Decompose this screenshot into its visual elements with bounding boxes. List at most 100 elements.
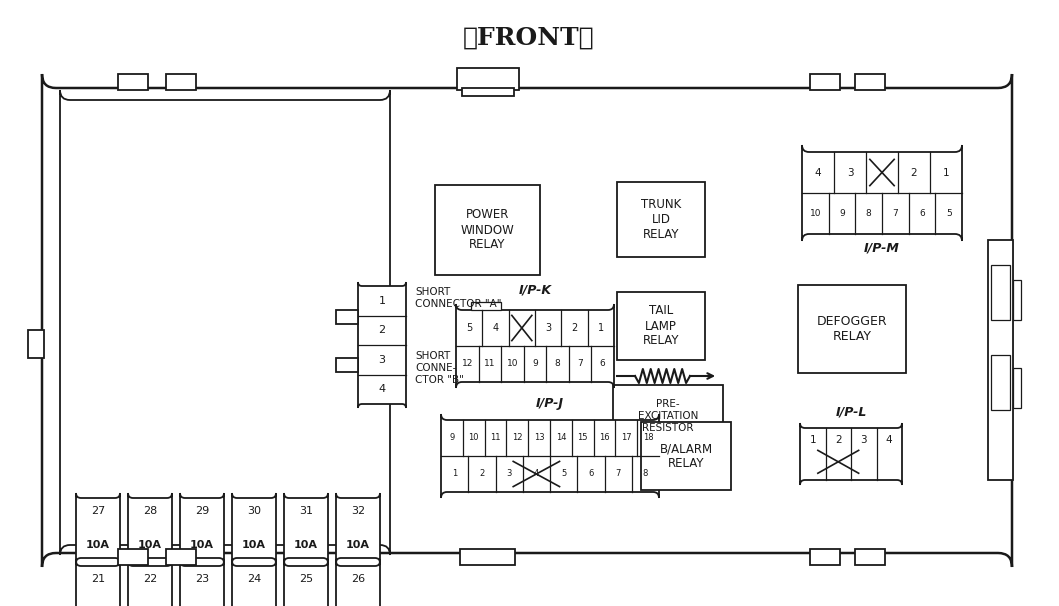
Text: TRUNK
LID
RELAY: TRUNK LID RELAY bbox=[641, 198, 681, 241]
Text: 24: 24 bbox=[247, 574, 262, 584]
Text: 14: 14 bbox=[556, 433, 567, 442]
Text: 17: 17 bbox=[621, 433, 631, 442]
Text: 3: 3 bbox=[847, 167, 854, 178]
Text: I/P-J: I/P-J bbox=[536, 398, 564, 410]
Text: 8: 8 bbox=[643, 470, 648, 479]
Text: 25: 25 bbox=[299, 574, 313, 584]
Text: 10A: 10A bbox=[190, 540, 214, 550]
FancyBboxPatch shape bbox=[180, 493, 225, 563]
Text: TAIL
LAMP
RELAY: TAIL LAMP RELAY bbox=[643, 304, 679, 347]
Text: 6: 6 bbox=[919, 209, 925, 218]
Text: 3: 3 bbox=[506, 470, 511, 479]
Text: B/ALARM
RELAY: B/ALARM RELAY bbox=[660, 442, 713, 470]
Bar bbox=[166, 549, 196, 565]
Bar bbox=[336, 310, 358, 324]
FancyBboxPatch shape bbox=[284, 561, 328, 606]
Text: 4: 4 bbox=[378, 384, 385, 395]
Text: 10: 10 bbox=[468, 433, 479, 442]
Text: 13: 13 bbox=[534, 433, 544, 442]
Text: 2: 2 bbox=[480, 470, 485, 479]
Text: 1: 1 bbox=[597, 323, 604, 333]
Text: 16: 16 bbox=[599, 433, 610, 442]
Text: 10: 10 bbox=[809, 209, 821, 218]
Text: I/P-K: I/P-K bbox=[519, 284, 552, 296]
Text: 6: 6 bbox=[599, 359, 606, 368]
Text: 8: 8 bbox=[555, 359, 560, 368]
FancyBboxPatch shape bbox=[284, 493, 328, 563]
FancyBboxPatch shape bbox=[232, 493, 276, 563]
Text: 5: 5 bbox=[466, 323, 472, 333]
Text: 10A: 10A bbox=[243, 540, 266, 550]
Bar bbox=[810, 549, 840, 565]
Text: 22: 22 bbox=[143, 574, 157, 584]
Text: 4: 4 bbox=[492, 323, 499, 333]
Text: 2: 2 bbox=[378, 325, 385, 335]
Bar bbox=[1013, 280, 1021, 320]
Text: 10A: 10A bbox=[86, 540, 110, 550]
FancyBboxPatch shape bbox=[76, 493, 120, 563]
FancyBboxPatch shape bbox=[802, 145, 962, 241]
Text: 3: 3 bbox=[378, 355, 385, 365]
FancyBboxPatch shape bbox=[441, 414, 659, 498]
Text: 2: 2 bbox=[834, 435, 842, 445]
Text: 15: 15 bbox=[577, 433, 588, 442]
Text: 3: 3 bbox=[860, 435, 867, 445]
Text: 8: 8 bbox=[866, 209, 872, 218]
Text: 1: 1 bbox=[452, 470, 457, 479]
Text: SHORT
CONNECTOR "A": SHORT CONNECTOR "A" bbox=[415, 287, 502, 309]
Bar bbox=[798, 285, 907, 373]
Bar bbox=[118, 74, 148, 90]
Text: 30: 30 bbox=[247, 506, 261, 516]
Text: 28: 28 bbox=[143, 506, 157, 516]
Bar bbox=[460, 549, 515, 565]
Text: 7: 7 bbox=[893, 209, 898, 218]
Text: 7: 7 bbox=[577, 359, 584, 368]
Bar bbox=[810, 74, 840, 90]
Bar bbox=[617, 182, 705, 257]
Text: 1: 1 bbox=[943, 167, 949, 178]
FancyBboxPatch shape bbox=[128, 561, 172, 606]
Text: 27: 27 bbox=[91, 506, 105, 516]
Text: 11: 11 bbox=[490, 433, 501, 442]
FancyBboxPatch shape bbox=[336, 493, 380, 563]
Text: 4: 4 bbox=[534, 470, 539, 479]
Text: 29: 29 bbox=[195, 506, 209, 516]
Bar bbox=[613, 385, 723, 447]
Text: DEFOGGER
RELAY: DEFOGGER RELAY bbox=[816, 315, 887, 343]
Bar bbox=[118, 549, 148, 565]
Text: 5: 5 bbox=[561, 470, 567, 479]
Text: I/P-M: I/P-M bbox=[864, 242, 900, 255]
Text: 〈FRONT〉: 〈FRONT〉 bbox=[463, 26, 595, 50]
Text: 10A: 10A bbox=[294, 540, 318, 550]
Bar bbox=[28, 330, 44, 358]
Bar bbox=[617, 292, 705, 360]
Text: POWER
WINDOW
RELAY: POWER WINDOW RELAY bbox=[461, 208, 515, 251]
Text: 9: 9 bbox=[839, 209, 845, 218]
FancyBboxPatch shape bbox=[60, 90, 390, 555]
Bar bbox=[336, 358, 358, 372]
Text: 1: 1 bbox=[378, 296, 385, 306]
Text: 26: 26 bbox=[351, 574, 365, 584]
Text: 10A: 10A bbox=[346, 540, 370, 550]
FancyBboxPatch shape bbox=[180, 561, 225, 606]
FancyBboxPatch shape bbox=[76, 561, 120, 606]
Bar bbox=[991, 265, 1010, 320]
Text: 12: 12 bbox=[462, 359, 473, 368]
Text: 7: 7 bbox=[615, 470, 621, 479]
Bar bbox=[855, 74, 885, 90]
Text: 21: 21 bbox=[91, 574, 105, 584]
Bar bbox=[641, 422, 731, 490]
Text: 23: 23 bbox=[195, 574, 209, 584]
FancyBboxPatch shape bbox=[42, 74, 1012, 567]
Text: 4: 4 bbox=[886, 435, 893, 445]
Text: 11: 11 bbox=[484, 359, 496, 368]
Text: 31: 31 bbox=[299, 506, 313, 516]
FancyBboxPatch shape bbox=[336, 561, 380, 606]
Bar bbox=[457, 68, 519, 90]
FancyBboxPatch shape bbox=[232, 561, 276, 606]
Text: SHORT
CONNE-
CTOR "B": SHORT CONNE- CTOR "B" bbox=[415, 351, 464, 385]
Text: 32: 32 bbox=[351, 506, 365, 516]
Text: 12: 12 bbox=[513, 433, 522, 442]
Text: 9: 9 bbox=[532, 359, 538, 368]
Bar bbox=[855, 549, 885, 565]
